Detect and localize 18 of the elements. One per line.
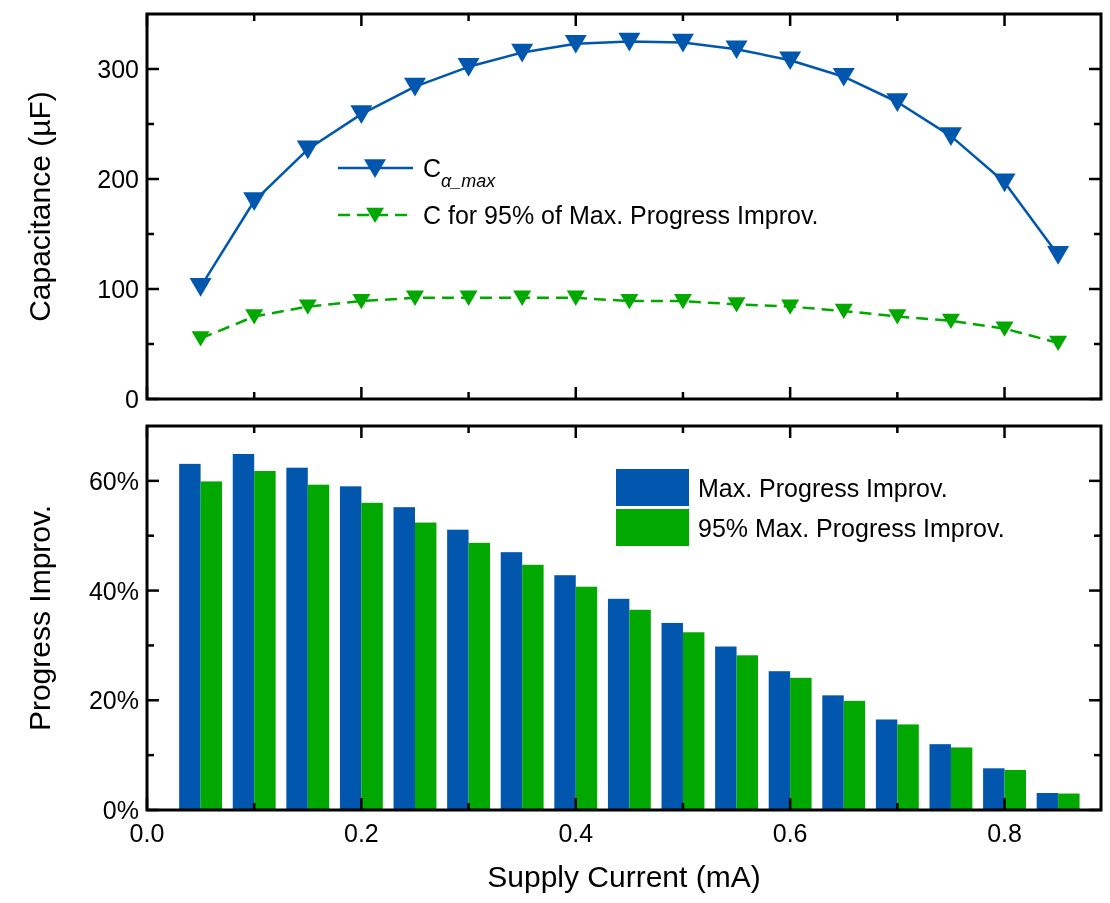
x-axis-title: Supply Current (mA) xyxy=(487,860,761,893)
y-tick-label: 300 xyxy=(97,55,139,83)
y-tick-label: 40% xyxy=(88,576,139,605)
y-tick-label: 200 xyxy=(97,165,139,193)
legend-label: C for 95% of Max. Progress Improv. xyxy=(423,201,819,229)
y-axis-title: Capacitance (µF) xyxy=(23,91,56,322)
y-tick-label: 0 xyxy=(125,385,139,413)
x-tick-label: 0.6 xyxy=(772,819,808,847)
y-axis-title: Progress Improv. xyxy=(23,504,56,732)
y-tick-label: 20% xyxy=(88,686,139,715)
x-tick-label: 0.2 xyxy=(344,819,379,847)
legend-label: Max. Progress Improv. xyxy=(698,474,948,502)
x-tick-label: 0.8 xyxy=(987,819,1022,847)
legend-label: C$_{α_max}$ xyxy=(423,154,497,191)
legend-label: 95% Max. Progress Improv. xyxy=(698,514,1005,542)
y-tick-label: 60% xyxy=(88,466,139,495)
y-tick-label: 100 xyxy=(97,275,139,303)
x-tick-label: 0.4 xyxy=(558,819,594,847)
